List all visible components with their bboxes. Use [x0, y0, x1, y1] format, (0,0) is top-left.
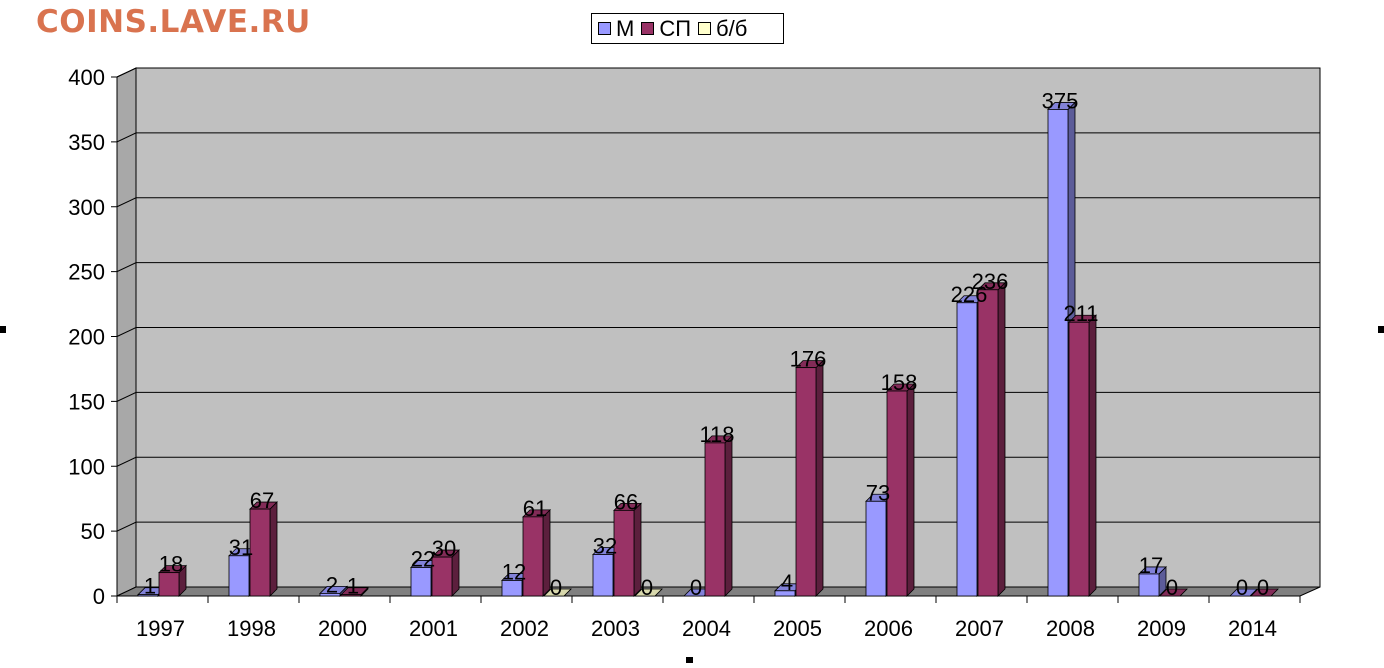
data-label: 236	[972, 269, 1009, 294]
legend-swatch-m	[598, 22, 611, 35]
y-tick-label: 50	[81, 519, 105, 544]
data-label: 12	[502, 559, 526, 584]
data-label: 61	[523, 496, 547, 521]
data-label: 22	[411, 546, 435, 571]
legend-item-m: М	[598, 16, 634, 42]
x-tick-label: 2009	[1137, 616, 1186, 641]
data-label: 211	[1063, 301, 1098, 326]
bar-sp-2009	[1159, 588, 1188, 597]
x-tick-label: 2001	[409, 616, 458, 641]
x-tick-label: 2008	[1046, 616, 1095, 641]
data-label: 4	[781, 570, 793, 595]
bar-m-2009	[1138, 565, 1167, 597]
x-tick-label: 1997	[136, 616, 185, 641]
x-tick-label: 2005	[773, 616, 822, 641]
data-label: 17	[1139, 553, 1163, 578]
bar-sp-1998	[249, 501, 278, 597]
bar-sp-2000	[340, 586, 369, 597]
legend-swatch-bb	[698, 22, 712, 35]
gridline	[116, 456, 1320, 467]
y-tick-label: 350	[68, 130, 105, 155]
gridline	[116, 132, 1320, 143]
bar-sp-2002	[522, 508, 551, 597]
bar-m-2014	[1229, 588, 1258, 597]
data-label: 18	[159, 552, 183, 577]
gridline	[116, 391, 1320, 402]
bar-bb-2002	[543, 588, 572, 597]
chart-legend: М СП б/б	[591, 13, 784, 44]
data-label: 32	[593, 533, 617, 558]
gridline	[116, 327, 1320, 337]
chart-gridlines	[116, 67, 1320, 532]
data-label: 158	[881, 370, 918, 395]
data-label: 0	[1166, 575, 1178, 600]
legend-item-bb: б/б	[698, 16, 747, 42]
chart-bars	[137, 101, 1279, 597]
data-label: 118	[699, 422, 734, 447]
selection-handle-right[interactable]	[1378, 326, 1384, 333]
data-label: 0	[690, 575, 702, 600]
data-label: 176	[790, 347, 827, 372]
legend-label-sp: СП	[659, 15, 692, 41]
legend-item-sp: СП	[641, 16, 691, 42]
bar-sp-2003	[613, 502, 642, 597]
data-label: 66	[614, 489, 638, 514]
x-tick-label: 2003	[591, 616, 640, 641]
y-tick-label: 100	[68, 454, 105, 479]
watermark-logo: COINS.LAVE.RU	[36, 4, 311, 40]
data-label: 226	[951, 282, 988, 307]
y-axis: 0 50 100 150 200 250 300 350 400	[68, 65, 117, 609]
x-tick-label: 2004	[682, 616, 731, 641]
x-axis: 1997 1998 2000 2001 2002 2003 2004 2005 2006 2007…	[116, 596, 1301, 641]
data-label: 1	[347, 574, 359, 599]
legend-swatch-sp	[641, 22, 655, 35]
gridline	[116, 67, 1320, 78]
x-tick-label: 2000	[318, 616, 367, 641]
bar-sp-2007	[977, 281, 1006, 597]
data-label: 2	[326, 572, 338, 597]
data-label: 0	[1236, 575, 1248, 600]
x-tick-label: 2014	[1228, 616, 1277, 641]
y-tick-label: 400	[68, 65, 105, 90]
data-label: 1	[144, 574, 156, 599]
bar-sp-2004	[704, 434, 733, 597]
gridline	[116, 262, 1320, 273]
y-tick-label: 0	[93, 584, 105, 609]
bar-sp-2006	[886, 383, 915, 597]
data-label: 0	[550, 575, 562, 600]
bar-sp-2014	[1250, 588, 1279, 597]
selection-handle-left[interactable]	[0, 326, 6, 333]
data-label: 375	[1042, 88, 1079, 113]
gridline	[116, 197, 1320, 208]
bar-sp-2001	[431, 549, 460, 597]
y-tick-label: 150	[68, 389, 105, 414]
bar-bb-2003	[634, 588, 663, 597]
x-tick-label: 2002	[500, 616, 549, 641]
gridline	[116, 521, 1320, 532]
x-tick-label: 2006	[864, 616, 913, 641]
data-label: 31	[229, 535, 253, 560]
data-label: 0	[1257, 575, 1269, 600]
y-tick-label: 300	[68, 195, 105, 220]
bar-sp-1997	[158, 564, 187, 597]
legend-label-m: М	[616, 15, 635, 41]
data-label: 73	[866, 480, 890, 505]
y-tick-label: 200	[68, 325, 105, 350]
data-label: 30	[432, 536, 456, 561]
bar-sp-2005	[795, 359, 824, 597]
data-label: 0	[641, 575, 653, 600]
legend-label-bb: б/б	[716, 15, 748, 41]
data-label: 67	[250, 488, 274, 513]
y-tick-label: 250	[68, 260, 105, 285]
bar-sp-2008	[1068, 314, 1097, 597]
selection-handle-bottom[interactable]	[686, 657, 693, 663]
x-tick-label: 1998	[227, 616, 276, 641]
x-tick-label: 2007	[955, 616, 1004, 641]
